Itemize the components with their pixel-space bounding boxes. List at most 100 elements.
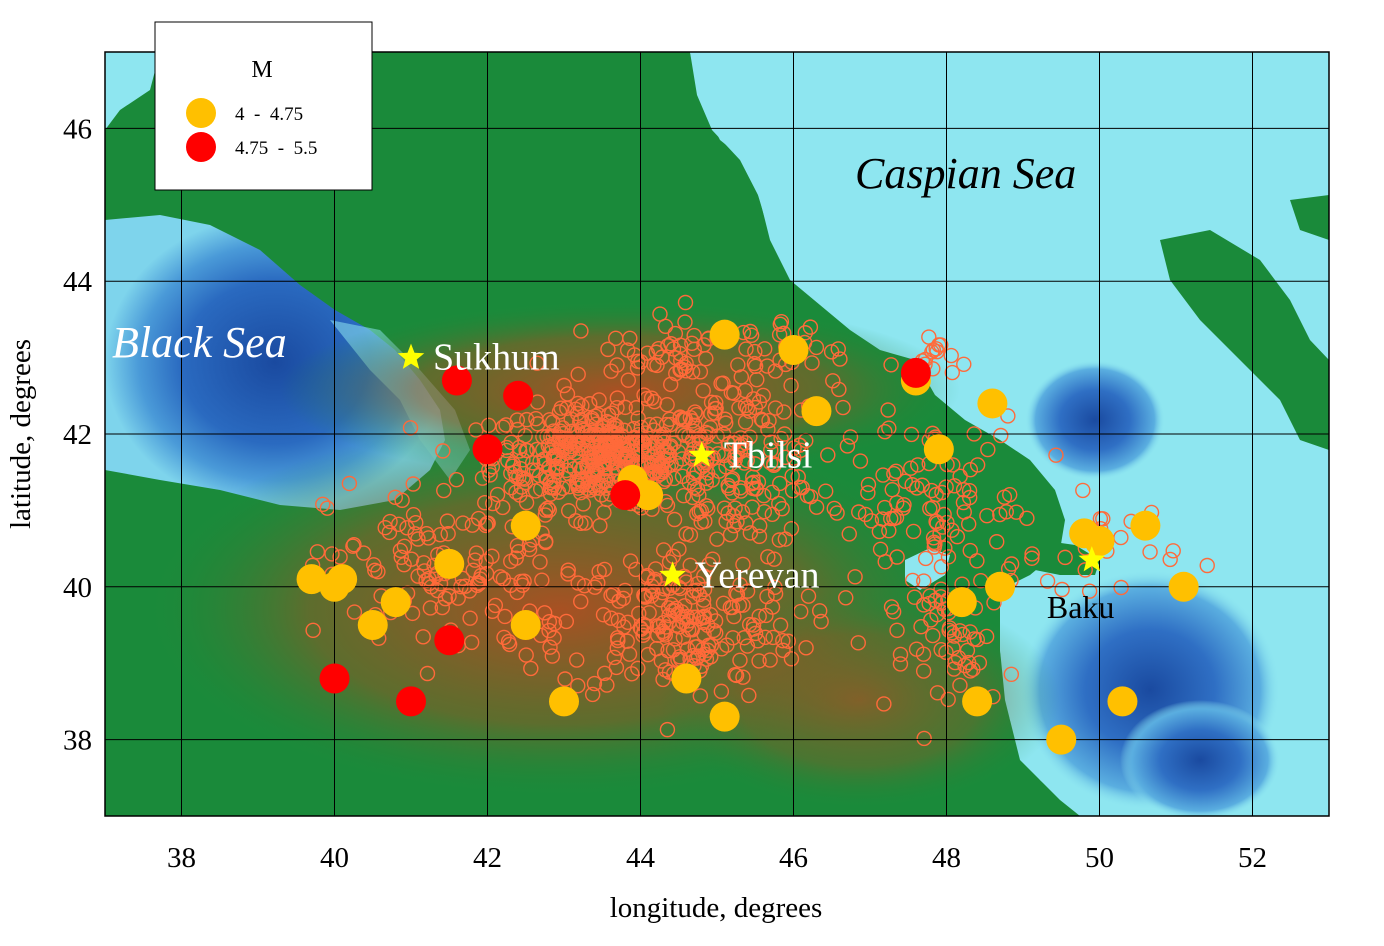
small-event-marker bbox=[772, 617, 789, 633]
small-event-marker bbox=[952, 677, 968, 694]
small-event-marker bbox=[628, 400, 645, 416]
east-coast-land bbox=[1160, 230, 1329, 450]
small-event-marker bbox=[829, 505, 845, 521]
small-event-marker bbox=[808, 499, 825, 515]
small-event-marker bbox=[777, 449, 794, 466]
small-event-marker bbox=[755, 387, 771, 404]
small-event-marker bbox=[539, 471, 555, 487]
small-event-marker bbox=[705, 622, 722, 639]
small-event-marker bbox=[720, 477, 736, 494]
small-event-marker bbox=[916, 573, 932, 589]
small-event-marker bbox=[628, 561, 644, 578]
small-event-marker bbox=[693, 503, 710, 519]
small-event-marker bbox=[544, 648, 561, 664]
small-event-marker bbox=[775, 632, 791, 649]
small-event-marker bbox=[877, 554, 893, 570]
small-event-marker bbox=[393, 549, 409, 566]
small-event-marker bbox=[735, 597, 751, 613]
small-event-marker bbox=[660, 447, 677, 464]
small-event-marker bbox=[603, 363, 619, 379]
small-event-marker bbox=[944, 364, 960, 381]
small-event-marker bbox=[501, 636, 518, 653]
small-event-marker bbox=[505, 456, 522, 472]
small-event-marker bbox=[813, 613, 829, 630]
small-event-marker bbox=[841, 526, 857, 542]
small-event-marker bbox=[554, 480, 571, 497]
small-event-marker bbox=[743, 327, 760, 344]
event-marker bbox=[985, 571, 1016, 602]
small-event-marker bbox=[877, 424, 893, 440]
small-event-marker bbox=[667, 325, 684, 342]
small-event-marker bbox=[396, 556, 412, 573]
small-event-marker bbox=[405, 507, 422, 523]
small-event-marker bbox=[577, 515, 593, 531]
small-event-marker bbox=[600, 341, 616, 358]
small-event-marker bbox=[719, 637, 735, 653]
small-event-marker bbox=[405, 476, 421, 492]
east-coast-land-2 bbox=[1290, 195, 1329, 240]
small-event-marker bbox=[772, 475, 788, 492]
small-event-marker bbox=[811, 603, 828, 619]
small-event-marker bbox=[528, 462, 545, 479]
apsheron-peninsula bbox=[1035, 540, 1100, 575]
small-event-marker bbox=[731, 400, 747, 416]
small-event-marker bbox=[345, 538, 361, 554]
small-event-marker bbox=[315, 496, 331, 513]
small-event-marker bbox=[908, 641, 925, 657]
small-event-marker bbox=[852, 453, 869, 469]
small-event-marker bbox=[643, 458, 659, 474]
small-event-marker bbox=[800, 588, 817, 604]
small-event-marker bbox=[733, 369, 750, 385]
small-event-marker bbox=[470, 510, 487, 527]
small-event-marker bbox=[666, 470, 682, 487]
small-event-marker bbox=[830, 341, 846, 357]
small-event-marker bbox=[666, 511, 683, 528]
small-event-marker bbox=[727, 448, 743, 465]
small-event-marker bbox=[402, 420, 419, 436]
small-event-marker bbox=[817, 483, 834, 499]
small-event-marker bbox=[610, 632, 626, 649]
small-event-marker bbox=[724, 485, 740, 501]
small-event-marker bbox=[551, 404, 568, 420]
small-event-marker bbox=[722, 526, 739, 543]
small-event-marker bbox=[1081, 583, 1098, 599]
small-event-marker bbox=[582, 449, 598, 466]
small-event-marker bbox=[875, 467, 891, 483]
small-event-marker bbox=[643, 588, 660, 604]
small-event-marker bbox=[569, 652, 585, 668]
small-event-marker bbox=[956, 356, 972, 372]
small-event-marker bbox=[1162, 551, 1178, 568]
small-event-marker bbox=[532, 554, 548, 570]
small-event-marker bbox=[952, 623, 968, 639]
small-event-marker bbox=[468, 545, 485, 561]
small-event-marker bbox=[772, 316, 789, 332]
small-event-marker bbox=[596, 561, 613, 578]
small-event-marker bbox=[617, 582, 633, 599]
small-event-marker bbox=[759, 358, 775, 374]
small-event-marker bbox=[636, 387, 652, 403]
small-event-marker bbox=[665, 602, 681, 619]
small-event-marker bbox=[387, 489, 403, 506]
small-event-marker bbox=[757, 629, 774, 646]
small-event-marker bbox=[776, 404, 792, 420]
legend-label-large: 4.75 - 5.5 bbox=[235, 138, 317, 159]
small-event-marker bbox=[874, 511, 891, 527]
small-event-marker bbox=[763, 442, 779, 459]
small-event-marker bbox=[883, 599, 900, 615]
small-event-marker bbox=[644, 578, 660, 594]
small-event-marker bbox=[638, 569, 655, 585]
small-event-marker bbox=[823, 344, 840, 360]
small-event-marker bbox=[410, 568, 426, 584]
small-event-marker bbox=[461, 583, 478, 599]
small-event-marker bbox=[660, 642, 676, 659]
small-event-marker bbox=[929, 607, 945, 623]
small-event-marker bbox=[962, 461, 979, 478]
small-event-marker bbox=[880, 402, 896, 418]
small-event-marker bbox=[1199, 557, 1215, 574]
small-event-marker bbox=[659, 497, 676, 514]
small-event-marker bbox=[606, 649, 623, 666]
caspian-south-basin-2 bbox=[1120, 700, 1280, 816]
small-event-marker bbox=[482, 467, 498, 483]
small-event-marker bbox=[541, 412, 558, 428]
small-event-marker bbox=[599, 677, 615, 693]
